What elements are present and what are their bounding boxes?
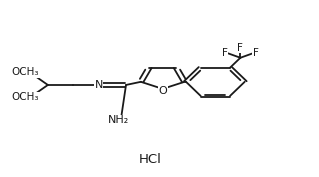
Text: HCl: HCl [138, 153, 161, 166]
Text: OCH₃: OCH₃ [11, 92, 39, 102]
Text: OCH₃: OCH₃ [11, 67, 39, 78]
Text: F: F [237, 43, 243, 53]
Text: F: F [222, 48, 228, 58]
Text: NH₂: NH₂ [108, 115, 129, 125]
Text: N: N [95, 80, 103, 90]
Text: F: F [253, 48, 258, 58]
Text: O: O [158, 86, 167, 96]
